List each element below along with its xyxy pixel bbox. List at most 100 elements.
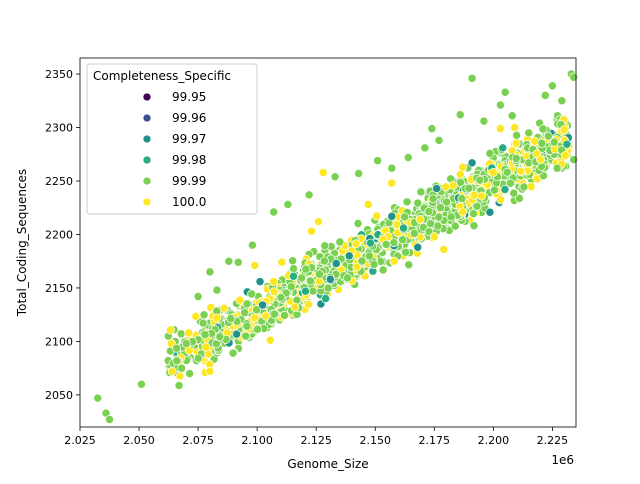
scatter-point xyxy=(212,285,222,295)
legend-label: 99.99 xyxy=(172,174,206,188)
scatter-point xyxy=(175,371,185,381)
scatter-point xyxy=(547,81,557,91)
x-tick-label: 2.075 xyxy=(182,434,214,447)
scatter-point xyxy=(420,143,430,153)
legend-marker xyxy=(142,113,152,123)
scatter-point xyxy=(330,172,340,182)
y-tick-label: 2050 xyxy=(45,389,73,402)
scatter-point xyxy=(255,277,265,287)
scatter-point xyxy=(93,393,103,403)
scatter-point xyxy=(442,197,452,207)
scatter-point xyxy=(366,238,375,248)
scatter-point xyxy=(265,335,275,345)
scatter-point xyxy=(403,153,413,162)
scatter-point xyxy=(167,366,177,376)
scatter-point xyxy=(174,381,184,390)
y-axis-label: Total_Coding_Sequences xyxy=(15,169,29,317)
scatter-point xyxy=(401,247,411,257)
scatter-point xyxy=(469,221,479,231)
scatter-point xyxy=(252,305,262,315)
scatter-point xyxy=(247,289,257,299)
scatter-point xyxy=(562,139,572,149)
scatter-point xyxy=(485,148,495,158)
y-tick-label: 2100 xyxy=(45,335,73,348)
scatter-point xyxy=(378,265,388,275)
scatter-point xyxy=(357,256,367,266)
scatter-point xyxy=(399,223,409,233)
y-tick-label: 2300 xyxy=(45,122,73,135)
scatter-point xyxy=(373,156,383,166)
y-tick-label: 2150 xyxy=(45,282,73,295)
scatter-point xyxy=(543,131,553,141)
scatter-point xyxy=(165,325,175,335)
x-tick-label: 2.125 xyxy=(300,434,332,447)
scatter-point xyxy=(455,110,465,120)
scatter-point xyxy=(172,343,182,353)
scatter-point xyxy=(400,212,410,222)
scatter-point xyxy=(537,138,547,148)
legend-marker xyxy=(142,197,152,207)
scatter-point xyxy=(372,211,382,221)
scatter-point xyxy=(304,190,314,200)
scatter-point xyxy=(342,273,352,283)
legend-label: 99.96 xyxy=(172,111,206,125)
scatter-point xyxy=(184,328,194,338)
scatter-point xyxy=(477,191,486,201)
scatter-point xyxy=(495,124,505,134)
scatter-point xyxy=(469,190,479,200)
scatter-point xyxy=(467,73,477,83)
x-tick-label: 2.050 xyxy=(123,434,155,447)
scatter-point xyxy=(458,162,468,172)
scatter-point xyxy=(369,260,379,270)
scatter-point xyxy=(389,238,399,248)
y-tick-label: 2250 xyxy=(45,175,73,188)
scatter-point xyxy=(557,96,567,106)
x-tick-label: 2.175 xyxy=(419,434,451,447)
scatter-point xyxy=(398,235,407,245)
legend-label: 99.97 xyxy=(172,132,206,146)
scatter-point xyxy=(434,135,444,145)
scatter-point xyxy=(441,182,451,192)
scatter-point xyxy=(205,267,215,277)
scatter-point xyxy=(232,329,242,339)
scatter-point xyxy=(325,274,335,284)
scatter-point xyxy=(181,339,191,349)
scatter-point xyxy=(569,155,579,165)
legend-marker xyxy=(142,176,152,186)
scatter-point xyxy=(269,287,279,297)
scatter-point xyxy=(413,242,423,252)
scatter-point xyxy=(242,299,252,309)
scatter-point xyxy=(511,153,521,163)
scatter-point xyxy=(495,100,505,110)
scatter-point xyxy=(105,415,114,424)
points-layer xyxy=(93,69,579,424)
scatter-point xyxy=(290,302,300,312)
scatter-point xyxy=(402,197,412,207)
scatter-point xyxy=(344,251,354,261)
scatter-point xyxy=(404,260,414,270)
scatter-point xyxy=(212,313,222,323)
scatter-point xyxy=(228,348,238,358)
scatter-point xyxy=(205,366,215,376)
x-axis-offset-label: 1e6 xyxy=(551,453,574,467)
scatter-point xyxy=(432,184,442,193)
scatter-point xyxy=(176,329,186,339)
scatter-point xyxy=(224,256,234,266)
scatter-point xyxy=(318,167,328,177)
scatter-point xyxy=(427,124,437,134)
scatter-point xyxy=(353,219,363,228)
scatter-point xyxy=(352,262,362,272)
scatter-point xyxy=(512,130,522,140)
scatter-point xyxy=(201,342,211,352)
scatter-point xyxy=(172,356,182,366)
scatter-point xyxy=(199,310,209,320)
y-tick-label: 2200 xyxy=(45,228,73,241)
scatter-point xyxy=(301,264,311,274)
scatter-point xyxy=(488,167,498,177)
scatter-point xyxy=(200,330,210,340)
axes-frame xyxy=(79,57,577,428)
scatter-point xyxy=(416,187,426,197)
scatter-point xyxy=(198,318,208,328)
